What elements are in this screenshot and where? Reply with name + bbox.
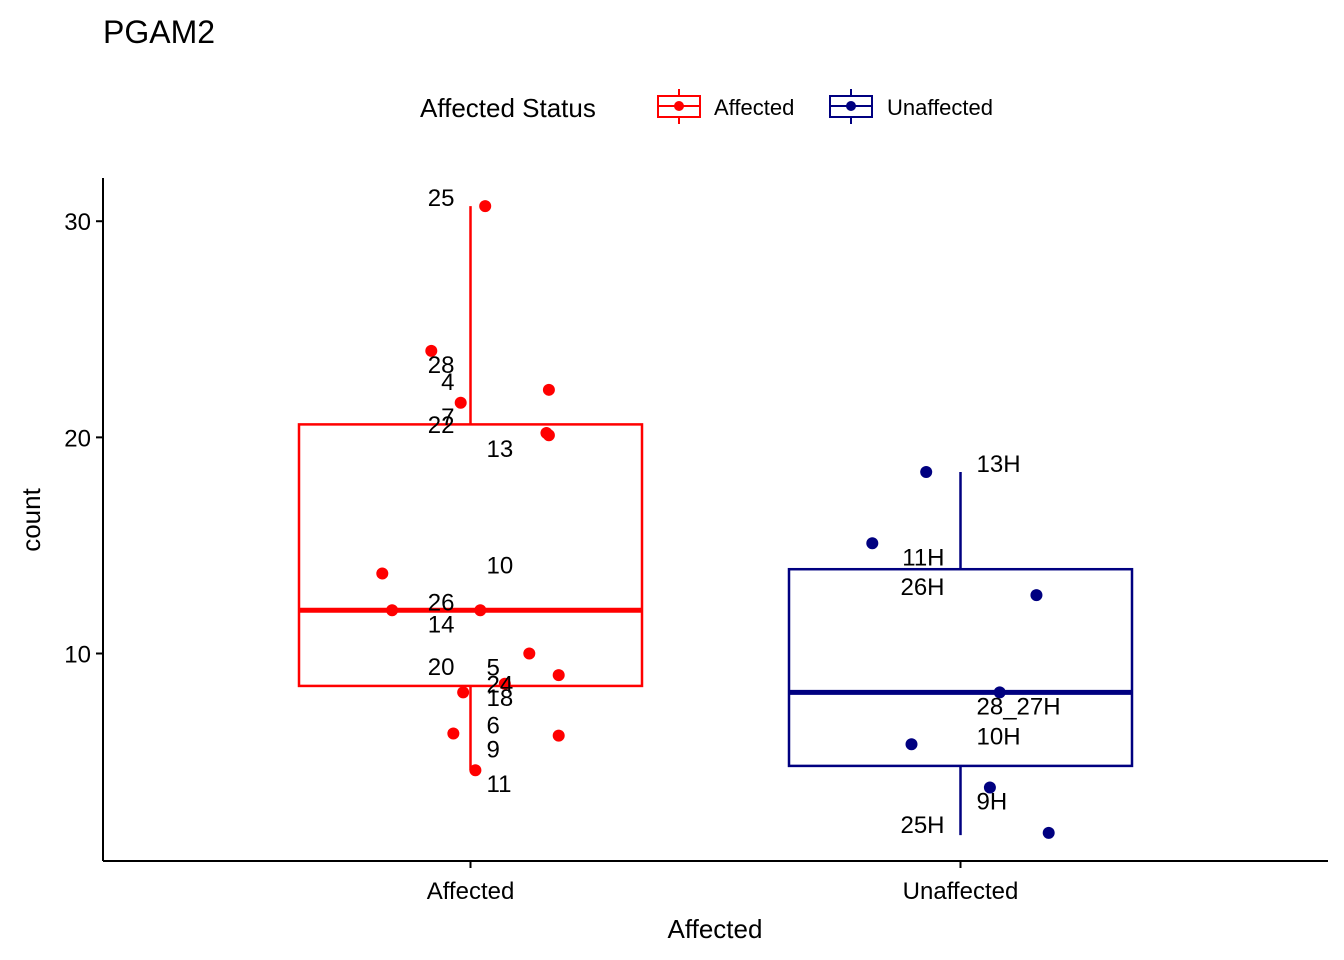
- box-iqr: [297, 423, 644, 688]
- data-point-10: [376, 567, 389, 580]
- data-label-20: 20: [428, 654, 455, 681]
- data-point-11h: [866, 537, 879, 550]
- data-label-9h: 9H: [977, 789, 1008, 816]
- y-axis-title: count: [16, 487, 46, 551]
- data-label-10: 10: [487, 553, 514, 580]
- data-point-26h: [1030, 589, 1043, 602]
- data-label-22: 22: [428, 412, 455, 439]
- y-tick-label-30: 30: [64, 209, 91, 236]
- y-tick-label-20: 20: [64, 425, 91, 452]
- data-label-26: 26: [428, 589, 455, 616]
- data-label-25: 25: [428, 185, 455, 212]
- data-point-18: [498, 677, 511, 690]
- data-point-11: [469, 764, 482, 777]
- data-label-26h: 26H: [900, 574, 944, 601]
- data-label-28-27h: 28_27H: [977, 693, 1061, 720]
- data-label-10h: 10H: [977, 723, 1021, 750]
- x-tick-label-unaffected: Unaffected: [903, 878, 1019, 905]
- data-point-28: [425, 344, 438, 357]
- chart-title: PGAM2: [103, 14, 215, 50]
- data-point-24: [457, 686, 470, 699]
- data-label-25h: 25H: [900, 812, 944, 839]
- data-point-4: [542, 383, 555, 396]
- data-label-13h: 13H: [977, 451, 1021, 478]
- data-point-10h: [905, 738, 918, 751]
- box-unaffected: [787, 471, 1134, 836]
- data-label-24: 24: [487, 671, 514, 698]
- data-point-13h: [920, 465, 933, 478]
- axes: 10 20 30 Affected Unaffected: [64, 178, 1328, 905]
- data-point-25: [479, 200, 492, 213]
- data-point-7: [454, 396, 467, 409]
- data-point-25h: [1042, 826, 1055, 839]
- data-label-5: 5: [487, 655, 500, 682]
- data-point-9h: [983, 781, 996, 794]
- y-tick-label-10: 10: [64, 642, 91, 669]
- legend-label-affected: Affected: [714, 95, 794, 120]
- data-label-14: 14: [428, 611, 455, 638]
- data-label-13: 13: [487, 436, 514, 463]
- data-label-28: 28: [428, 352, 455, 379]
- data-point-14: [386, 604, 399, 617]
- data-point-20: [552, 669, 565, 682]
- data-label-9: 9: [487, 737, 500, 764]
- data-point-6: [447, 727, 460, 740]
- data-point-13: [542, 429, 555, 442]
- box-iqr: [787, 567, 1134, 768]
- data-label-11: 11: [487, 771, 512, 798]
- data-label-6: 6: [487, 712, 500, 739]
- box-affected: [297, 206, 644, 771]
- legend-title: Affected Status: [420, 93, 596, 123]
- legend-label-unaffected: Unaffected: [887, 95, 993, 120]
- x-axis-title: Affected: [668, 914, 763, 944]
- data-point-5: [523, 647, 536, 660]
- data-point-9: [552, 729, 565, 742]
- data-label-7: 7: [441, 404, 454, 431]
- legend-key-affected: [657, 89, 701, 124]
- legend-key-unaffected: [829, 89, 873, 124]
- data-point-26: [474, 604, 487, 617]
- legend: Affected Status Affected Unaffected: [420, 89, 993, 124]
- data-point-28-27h: [993, 686, 1006, 699]
- data-label-11h: 11H: [902, 544, 944, 571]
- x-tick-label-affected: Affected: [427, 878, 515, 905]
- data-label-4: 4: [441, 369, 454, 396]
- data-label-18: 18: [487, 685, 514, 712]
